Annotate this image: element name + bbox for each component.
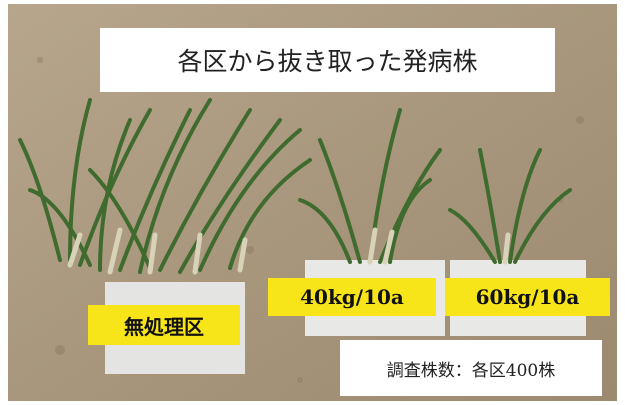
label: 無処理区	[88, 305, 240, 345]
label: 60kg/10a	[445, 278, 610, 316]
title: 各区から抜き取った発病株	[100, 28, 555, 92]
photo-slide: 各区から抜き取った発病株 無処理区 40kg/10a 60kg/10a 調査株数…	[0, 0, 625, 405]
note: 調査株数：各区400株	[340, 340, 602, 396]
label: 40kg/10a	[268, 278, 436, 316]
